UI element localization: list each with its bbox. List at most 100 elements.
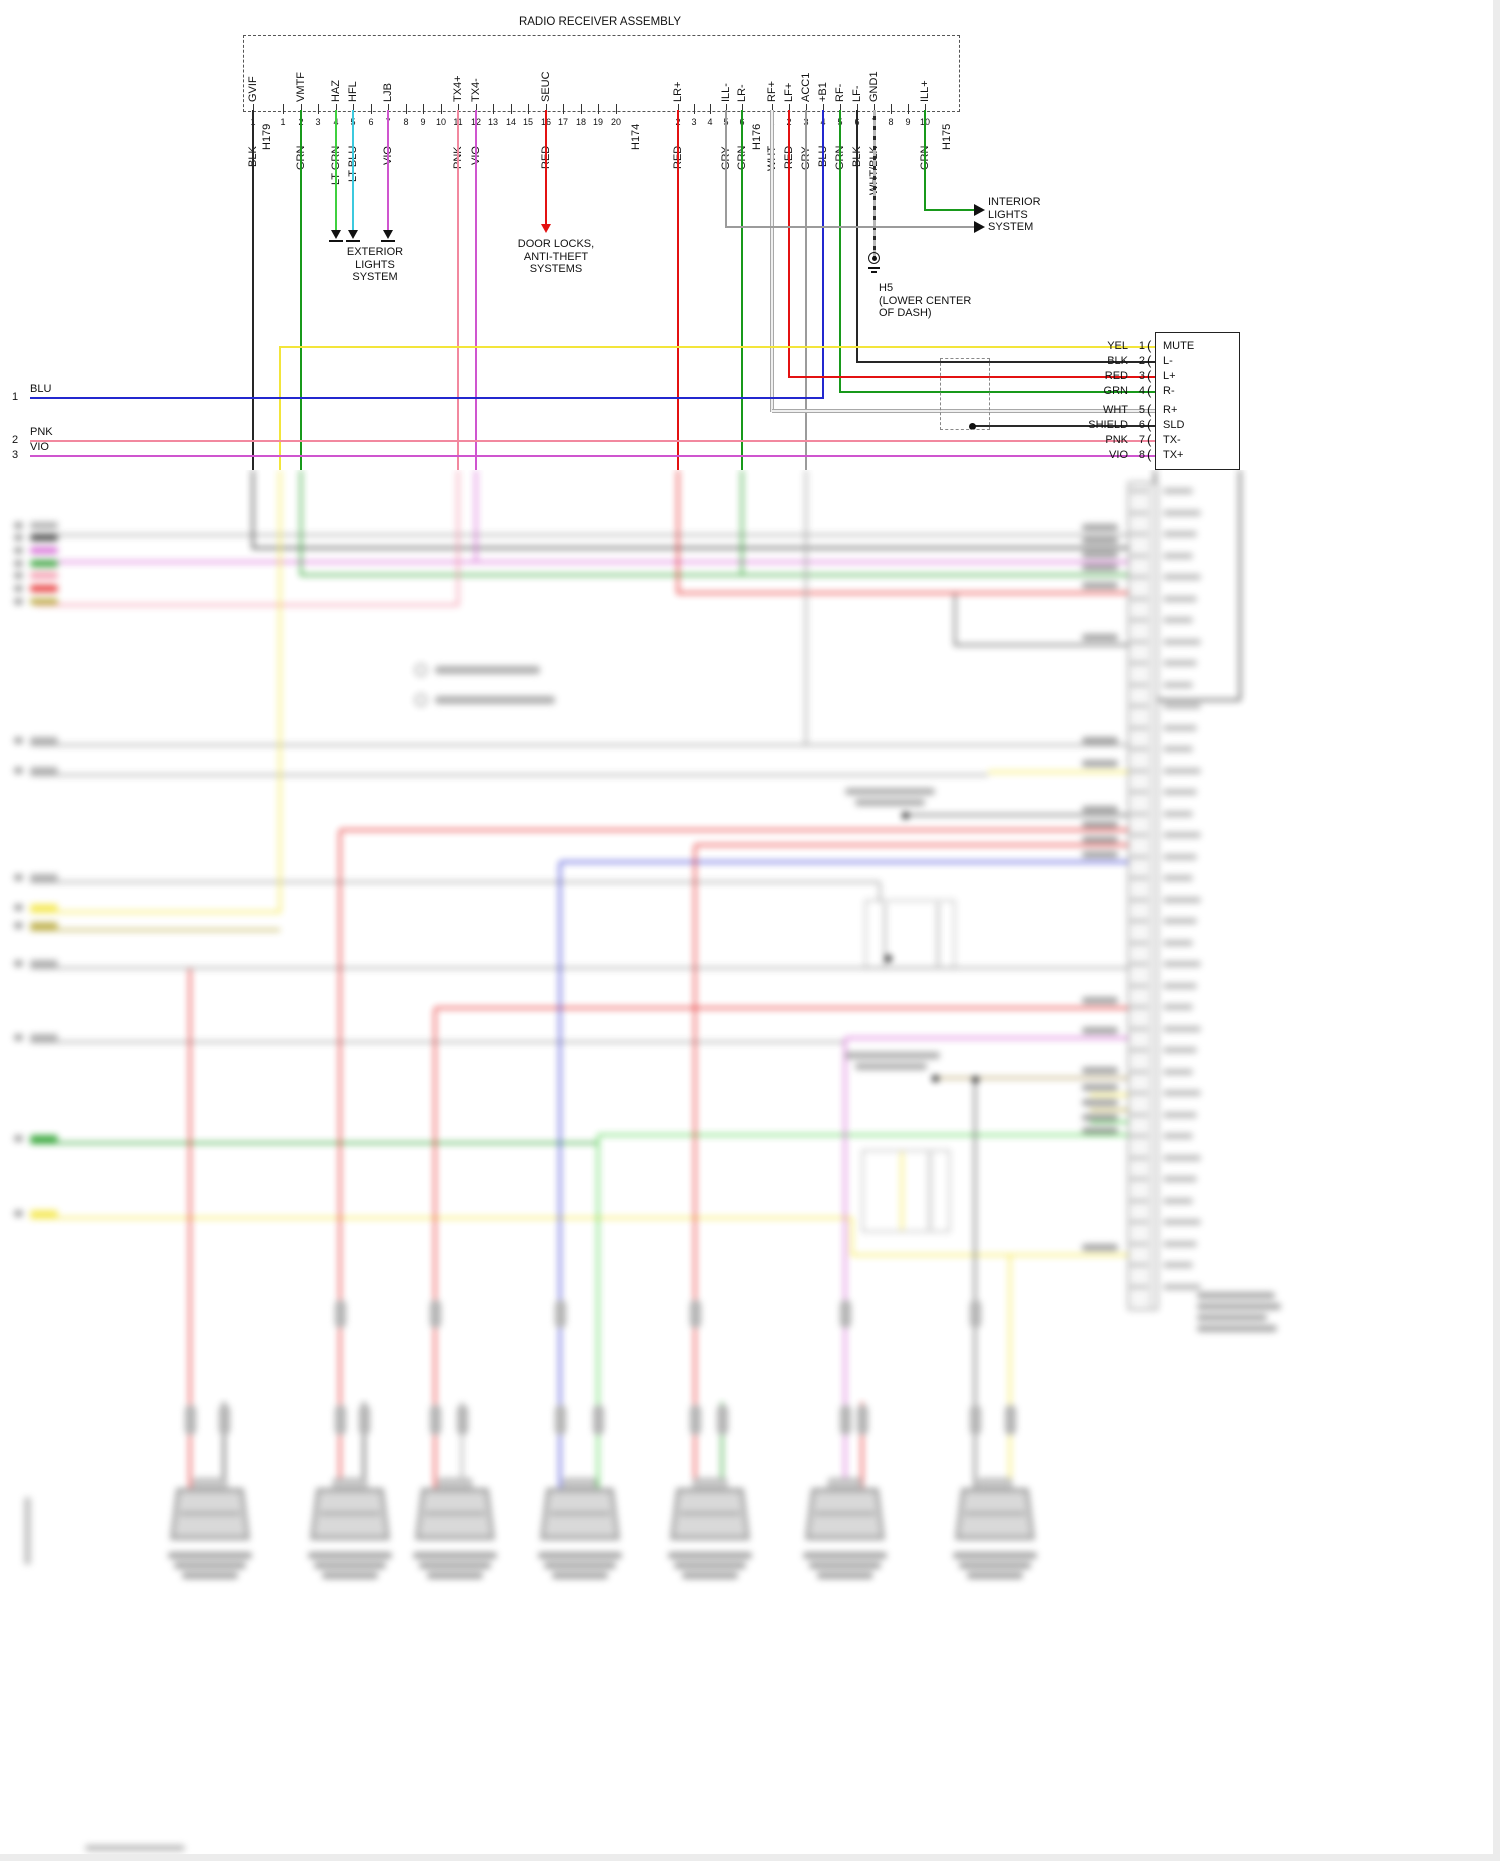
strip-pin-tick bbox=[1130, 855, 1148, 858]
strip-pin-label-blob bbox=[1163, 918, 1197, 924]
door-locks-antitheft-label: DOOR LOCKS, ANTI-THEFT SYSTEMS bbox=[517, 238, 595, 275]
ground-symbol-dot bbox=[871, 255, 877, 261]
wire-segment bbox=[30, 1142, 598, 1144]
pin-signal-label: TX4- bbox=[470, 78, 482, 102]
inline-component-blob bbox=[839, 1300, 851, 1328]
pin-tick bbox=[422, 104, 424, 114]
wire-segment bbox=[924, 110, 926, 211]
wire-segment bbox=[279, 470, 281, 913]
wire-label-blob bbox=[1082, 551, 1118, 558]
wire-segment bbox=[1155, 699, 1240, 701]
left-pin-number-blob bbox=[14, 585, 23, 592]
inline-component-blob bbox=[456, 1405, 468, 1435]
inline-component-blob bbox=[334, 1405, 346, 1435]
strip-pin-label-blob bbox=[1163, 1219, 1201, 1225]
strip-pin-label-blob bbox=[1163, 1197, 1193, 1204]
strip-pin-label-blob bbox=[1163, 724, 1197, 731]
wire-segment bbox=[770, 110, 774, 412]
inline-component-blob bbox=[969, 1405, 981, 1435]
note-text-blob bbox=[435, 666, 540, 674]
arrow-down-icon bbox=[383, 230, 393, 239]
left-pin-number-blob bbox=[14, 522, 23, 529]
wire-segment bbox=[937, 903, 939, 966]
wire-segment bbox=[857, 361, 1155, 363]
strip-pin-tick bbox=[1130, 490, 1148, 492]
strip-pin-tick bbox=[1130, 1113, 1148, 1116]
connector-mid-line bbox=[815, 1512, 875, 1515]
pin-tick bbox=[252, 104, 254, 114]
strip-pin-tick bbox=[1130, 1178, 1148, 1180]
connector-label-blob bbox=[967, 1572, 1023, 1579]
pin-tick bbox=[741, 104, 743, 114]
pin-number: 4 bbox=[707, 117, 713, 127]
strip-pin-tick bbox=[1130, 791, 1148, 793]
strip-pin-tick bbox=[1130, 511, 1148, 514]
connector-label-blob bbox=[413, 1552, 497, 1559]
left-pin-number-blob bbox=[14, 560, 23, 567]
connector-mid-line bbox=[965, 1512, 1025, 1515]
junction-dot bbox=[931, 1074, 939, 1082]
wire-segment bbox=[852, 1254, 1145, 1256]
strip-pin-label-blob bbox=[1163, 982, 1197, 989]
connector-name-label: H174 bbox=[630, 123, 642, 150]
blurred-diagram-section bbox=[0, 470, 1500, 1861]
strip-pin-label-blob bbox=[1163, 961, 1201, 967]
strip-pin-tick bbox=[1130, 941, 1148, 944]
pin-tick bbox=[709, 104, 711, 114]
wire-segment bbox=[435, 1007, 1150, 1009]
wire-segment bbox=[30, 881, 880, 883]
connector-label-blob bbox=[182, 1572, 238, 1579]
pin-tick bbox=[440, 104, 442, 114]
strip-pin-tick bbox=[1130, 877, 1148, 879]
connector-label-blob bbox=[314, 1562, 386, 1569]
wire-segment bbox=[805, 110, 807, 470]
pin-number: 15 bbox=[522, 117, 533, 127]
wire-segment bbox=[725, 110, 727, 228]
connector-label-blob bbox=[174, 1562, 246, 1569]
wire-segment bbox=[677, 110, 679, 470]
inline-component-blob bbox=[218, 1405, 230, 1435]
right-connector-box bbox=[1155, 332, 1240, 470]
wire-label-blob bbox=[1082, 806, 1118, 813]
pin-tick bbox=[822, 104, 824, 114]
wire-segment bbox=[975, 425, 1155, 427]
left-pin-number-blob bbox=[14, 737, 23, 744]
wire-segment bbox=[560, 861, 1150, 863]
strip-pin-tick bbox=[1130, 576, 1148, 578]
left-wire-label-blob bbox=[30, 737, 58, 744]
pin-number: 9 bbox=[905, 117, 911, 127]
wire-segment bbox=[300, 110, 302, 470]
ground-h5-label: H5 (LOWER CENTER OF DASH) bbox=[879, 282, 972, 319]
left-pin-number-blob bbox=[14, 572, 23, 579]
pin-tick bbox=[300, 104, 302, 114]
strip-pin-label-blob bbox=[1163, 681, 1193, 688]
side-note-blob bbox=[1197, 1325, 1277, 1332]
right-row-signal-label: SLD bbox=[1163, 419, 1185, 431]
strip-pin-tick bbox=[1130, 920, 1148, 922]
arrow-down-icon bbox=[331, 230, 341, 239]
pin-tick bbox=[805, 104, 807, 114]
right-row-wire-color: BLK bbox=[1107, 355, 1128, 367]
strip-pin-tick bbox=[1130, 640, 1148, 643]
pin-signal-label: LJB bbox=[382, 83, 394, 102]
wire-segment bbox=[677, 470, 679, 594]
wire-segment bbox=[879, 883, 881, 902]
pin-bracket-icon: ( bbox=[1147, 338, 1152, 353]
diagram-title: RADIO RECEIVER ASSEMBLY bbox=[518, 16, 682, 28]
pin-tick bbox=[387, 104, 389, 114]
note-text-blob bbox=[845, 788, 935, 795]
arrow-right-icon bbox=[974, 221, 985, 233]
side-note-blob bbox=[1197, 1303, 1281, 1310]
junction-dot bbox=[971, 1075, 979, 1083]
wire-segment bbox=[457, 470, 459, 606]
pin-number: 1 bbox=[280, 117, 286, 127]
wire-label-blob bbox=[1082, 1027, 1118, 1034]
wire-label-blob bbox=[1082, 997, 1118, 1004]
pin-bracket-icon: ( bbox=[1147, 417, 1152, 432]
right-row-signal-label: L- bbox=[1163, 355, 1173, 367]
connector-label-blob bbox=[959, 1562, 1031, 1569]
strip-pin-label-blob bbox=[1163, 767, 1201, 774]
right-row-wire-color: WHT bbox=[1102, 404, 1128, 416]
strip-pin-label-blob bbox=[1163, 638, 1201, 645]
